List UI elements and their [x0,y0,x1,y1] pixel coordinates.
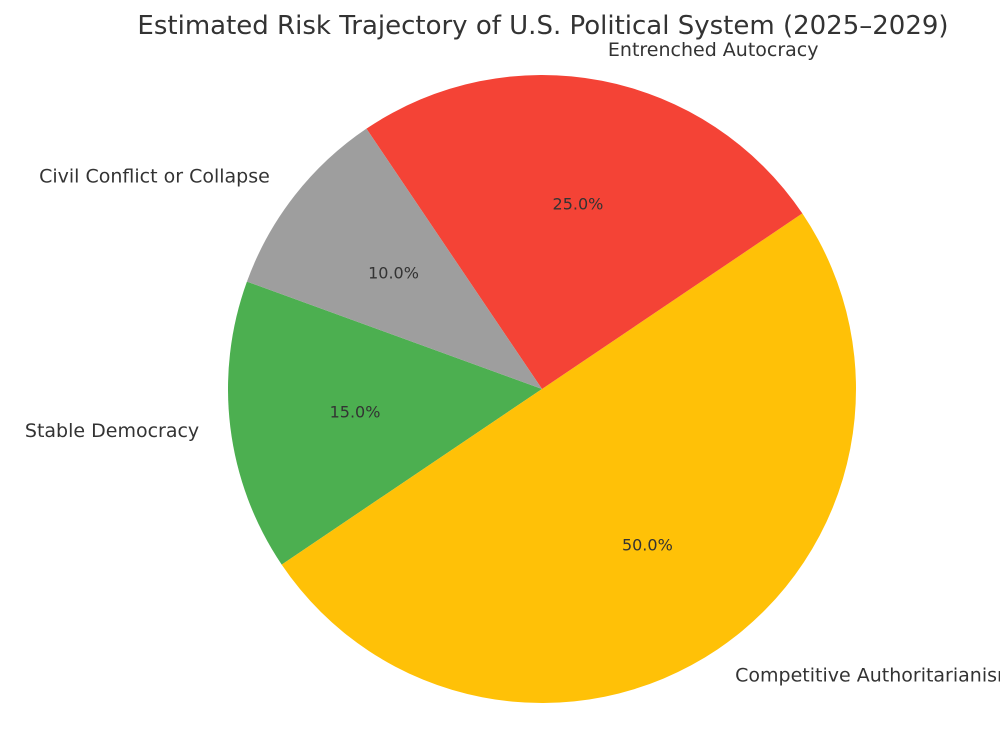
pie-slice-competitive-authoritarianism [281,213,856,703]
pie-slice-civil-conflict-or-collapse [246,128,542,390]
pie-pct-label-competitive-authoritarianism: 50.0% [622,536,673,555]
pie-pct-label-civil-conflict-or-collapse: 10.0% [368,264,419,283]
pie-pct-label-stable-democracy: 15.0% [330,402,381,421]
pie-labels: 15.0% Stable Democracy 50.0% Competitive Au… [25,39,1000,686]
pie-label-civil-conflict-or-collapse: Civil Conflict or Collapse [39,165,270,187]
pie-pct-label-entrenched-autocracy: 25.0% [553,195,604,214]
chart-title: Estimated Risk Trajectory of U.S. Politi… [137,11,948,41]
pie-label-stable-democracy: Stable Democracy [25,420,199,442]
pie-label-competitive-authoritarianism: Competitive Authoritarianism [735,664,1000,686]
pie-slices [228,74,856,703]
pie-slice-stable-democracy [228,281,543,565]
pie-slice-entrenched-autocracy [366,74,803,390]
pie-label-entrenched-autocracy: Entrenched Autocracy [608,39,819,61]
